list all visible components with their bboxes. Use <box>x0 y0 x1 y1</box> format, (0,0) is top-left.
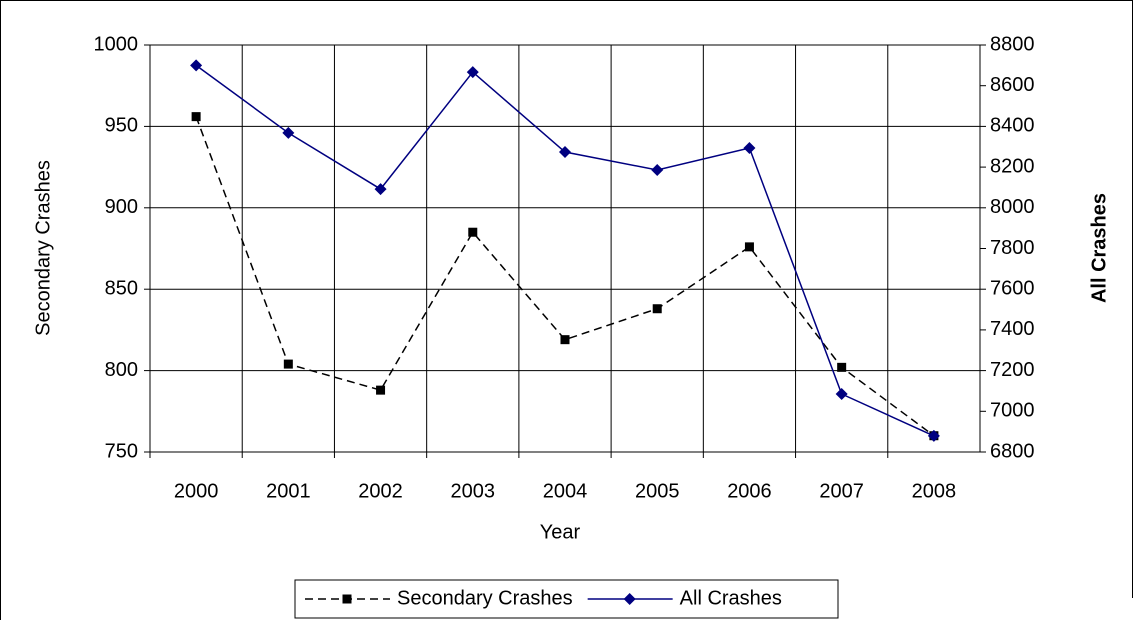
y-tick-label: 750 <box>105 440 138 462</box>
data-point <box>374 183 387 196</box>
data-point <box>190 59 203 72</box>
legend-marker <box>623 593 636 605</box>
y2-tick-label: 6800 <box>990 440 1035 462</box>
plot-area <box>149 44 981 453</box>
data-point <box>560 335 570 345</box>
x-axis-label: Year <box>540 521 581 543</box>
y-tick-label: 850 <box>105 277 138 299</box>
x-tick-label: 2005 <box>635 480 680 502</box>
x-tick-label: 2000 <box>174 480 219 502</box>
data-point <box>468 227 478 237</box>
y2-tick-label: 7000 <box>990 400 1035 422</box>
data-point <box>191 112 201 122</box>
data-point <box>559 146 571 159</box>
y2-tick-label: 7600 <box>990 277 1035 299</box>
x-tick-label: 2001 <box>266 480 311 502</box>
x-tick-label: 2007 <box>819 480 864 502</box>
data-point <box>927 429 940 442</box>
legend-label: All Crashes <box>680 587 782 609</box>
data-point <box>744 242 754 252</box>
data-point <box>376 385 386 395</box>
y2-tick-label: 8800 <box>990 33 1035 55</box>
x-tick-label: 2004 <box>543 480 588 502</box>
x-tick-label: 2008 <box>912 480 957 502</box>
data-point <box>652 304 662 314</box>
y2-tick-label: 8200 <box>990 155 1035 177</box>
legend-marker <box>342 594 352 604</box>
data-point <box>837 362 847 372</box>
y2-tick-label: 7800 <box>990 237 1035 259</box>
data-point <box>835 388 848 401</box>
y-axis-label: Secondary Crashes <box>32 160 54 336</box>
x-tick-label: 2006 <box>727 480 772 502</box>
y2-axis-label: All Crashes <box>1088 193 1110 303</box>
y2-tick-label: 8400 <box>990 115 1035 137</box>
legend-label: Secondary Crashes <box>397 587 573 609</box>
y-tick-label: 900 <box>105 196 138 218</box>
y2-tick-label: 8600 <box>990 74 1035 96</box>
data-point <box>282 126 295 139</box>
y2-tick-label: 7400 <box>990 318 1035 340</box>
y-tick-label: 950 <box>105 115 138 137</box>
x-tick-label: 2002 <box>358 480 403 502</box>
y-tick-label: 1000 <box>94 33 139 55</box>
y2-tick-label: 8000 <box>990 196 1035 218</box>
x-tick-label: 2003 <box>451 480 496 502</box>
y2-tick-label: 7200 <box>990 359 1035 381</box>
data-point <box>651 163 664 176</box>
series-line <box>195 116 935 437</box>
data-point <box>283 359 293 369</box>
data-point <box>743 141 756 154</box>
y-tick-label: 800 <box>105 359 138 381</box>
data-point <box>466 66 479 79</box>
